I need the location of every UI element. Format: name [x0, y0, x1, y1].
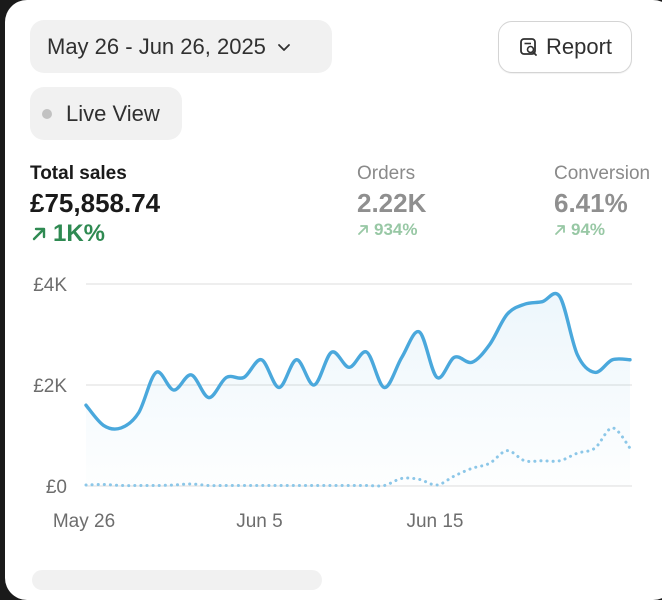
comparison-series-line — [84, 426, 632, 488]
x-tick-label: May 26 — [53, 511, 115, 532]
metric-delta-value: 1K% — [53, 220, 106, 247]
live-status-dot — [42, 108, 52, 119]
x-tick-label: Jun 15 — [406, 511, 463, 532]
metric-label: Orders — [357, 163, 416, 184]
metric-label: Total sales — [30, 163, 127, 184]
live-view-button[interactable]: Live View — [30, 87, 182, 140]
metric-delta-value: 94% — [571, 220, 606, 239]
y-tick-label: £4K — [33, 275, 67, 296]
metric-value: 6.41% — [554, 188, 628, 218]
next-card-button[interactable] — [32, 570, 322, 590]
arrow-up-right-icon — [358, 225, 368, 235]
date-range-label: May 26 - Jun 26, 2025 — [47, 33, 266, 59]
report-search-icon — [520, 38, 537, 56]
metric-value: £75,858.74 — [30, 188, 161, 218]
metric-delta-value: 934% — [374, 220, 418, 239]
metric-total-sales[interactable]: Total sales £75,858.74 1K% — [30, 162, 160, 248]
arrow-up-right-icon — [32, 227, 46, 241]
sales-line-chart: £0 £2K £4K May 26 Jun 5 Jun 15 — [33, 275, 632, 532]
report-label: Report — [545, 34, 613, 59]
chevron-down-icon — [278, 43, 290, 51]
metric-label: Conversion — [554, 163, 651, 184]
metric-delta: 934% — [357, 220, 426, 240]
y-tick-label: £2K — [33, 376, 67, 397]
report-button[interactable]: Report — [498, 21, 632, 73]
y-tick-label: £0 — [46, 477, 67, 498]
metric-delta: 94% — [554, 220, 650, 240]
live-view-label: Live View — [66, 100, 160, 126]
sales-series-line — [84, 291, 632, 431]
metric-value: 2.22K — [357, 188, 427, 218]
metric-delta: 1K% — [30, 220, 160, 248]
metric-conversion[interactable]: Conversion 6.41% 94% — [554, 162, 650, 240]
date-range-button[interactable]: May 26 - Jun 26, 2025 — [30, 20, 332, 73]
x-tick-label: Jun 5 — [236, 511, 282, 532]
arrow-up-right-icon — [555, 225, 565, 235]
metric-orders[interactable]: Orders 2.22K 934% — [357, 162, 426, 240]
series-area — [86, 293, 630, 486]
